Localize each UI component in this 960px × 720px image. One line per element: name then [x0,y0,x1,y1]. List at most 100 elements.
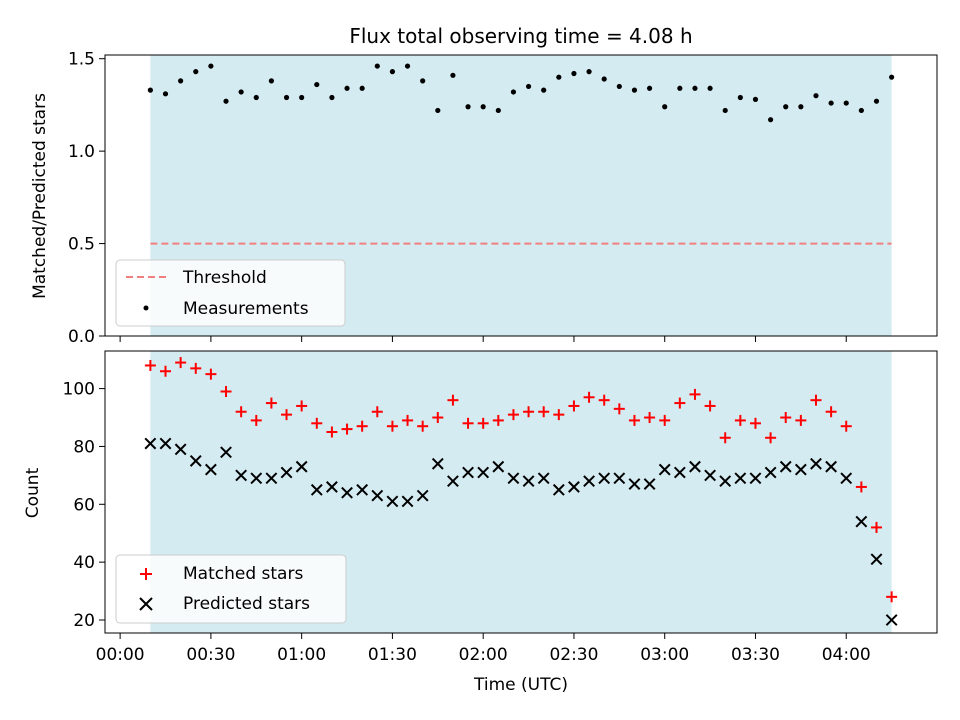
measurement-point [510,89,517,95]
matched-star-point [386,420,398,432]
predicted-star-point [870,553,883,566]
legend-measurements-label: Measurements [183,299,309,319]
matched-star-point [235,406,247,418]
matched-star-point [825,406,837,418]
matched-star-point [855,481,867,493]
predicted-star-point [492,460,505,473]
measurement-point [889,74,895,80]
measurement-point [404,63,411,69]
legend-predicted-label: Predicted stars [183,594,310,614]
matched-star-point [870,521,882,533]
bottom-legend: Matched stars Predicted stars [115,554,347,624]
matched-star-point [674,397,686,409]
matched-star-point [160,365,172,377]
measurement-point [692,85,698,91]
matched-star-point [644,412,656,424]
legend-matched-label: Matched stars [183,564,303,584]
measurement-point [586,69,592,75]
matched-star-point [190,362,202,374]
top-y-tick-label: 1.5 [68,50,95,70]
bottom-x-ticks: 00:00 00:30 01:00 01:30 02:00 02:30 03:00 03:30… [96,633,871,665]
bottom-y-tick-label: 100 [63,380,95,400]
legend-measurements-swatch [143,305,149,311]
predicted-star-point [416,489,429,502]
matched-star-point [281,409,293,421]
matched-star-point [886,591,898,603]
matched-star-point [689,388,701,400]
measurement-point [420,78,426,84]
matched-star-point [734,414,746,426]
matched-star-point [447,394,459,406]
predicted-star-point [220,446,232,459]
legend-threshold-label: Threshold [182,268,267,288]
matched-star-point [175,357,187,369]
measurement-point [495,107,501,114]
predicted-star-point [568,481,580,493]
predicted-star-point [613,472,626,485]
predicted-star-point [356,483,369,496]
predicted-star-point [326,481,338,493]
predicted-star-point [431,457,444,470]
measurement-point [359,85,365,91]
x-tick-label: 03:30 [731,645,780,665]
bottom-y-tick-label: 20 [73,611,95,631]
matched-star-point [553,409,565,421]
measurement-point [299,94,305,101]
predicted-star-point [673,466,686,479]
predicted-star-point [522,475,535,488]
x-tick-label: 01:30 [368,645,417,665]
x-tick-label: 03:00 [640,645,689,665]
predicted-star-point [310,483,323,496]
measurement-point [768,117,774,123]
legend-matched-swatch [140,568,152,580]
matched-star-point [250,414,262,426]
measurement-point [646,85,653,91]
matched-star-point [311,417,323,429]
top-y-tick-label: 0.0 [68,327,95,347]
measurement-point [480,104,486,110]
top-axes-frame [104,54,938,337]
measurement-point [283,94,290,101]
predicted-star-point [235,469,248,482]
measurement-point [162,91,169,97]
matched-star-point [628,414,640,426]
x-tick-label: 04:00 [822,645,871,665]
matched-star-point [523,406,535,418]
bottom-axes-frame [104,350,938,634]
matched-star-point [659,414,671,426]
matched-star-point [326,426,338,438]
predicted-star-point [885,614,898,626]
bottom-y-tick-label: 40 [73,553,95,573]
matched-star-point [462,417,474,429]
predicted-star-point [295,460,308,473]
matched-star-point [296,400,308,412]
measurement-point [813,93,819,99]
matched-star-point [144,359,156,371]
predicted-star-point [341,486,353,499]
predicted-star-point [204,463,217,476]
measurement-point [344,85,350,91]
matched-star-point [568,400,580,412]
matched-star-point [719,432,731,444]
measurement-point [858,107,864,114]
bottom-y-axis-label: Count [23,467,43,518]
measurement-point [843,100,849,106]
measurement-point [662,104,668,110]
predicted-star-point [189,455,202,467]
predicted-star-point [159,437,172,450]
predicted-star-point [794,463,807,476]
x-axis-label: Time (UTC) [473,675,568,695]
x-tick-label: 00:00 [96,645,145,665]
predicted-star-point [810,457,822,470]
measurement-point [873,98,880,104]
matched-star-point [613,403,625,415]
bottom-panel: 20 40 60 80 100 00:00 00:30 01:00 01:30 02:00 02:… [23,350,938,695]
predicted-star-point [250,472,263,485]
matched-star-point [749,417,761,429]
predicted-star-point [144,437,157,450]
matched-star-point [432,412,444,424]
measurement-point [374,63,380,69]
matched-star-point [583,391,595,403]
matched-star-point [417,420,429,432]
